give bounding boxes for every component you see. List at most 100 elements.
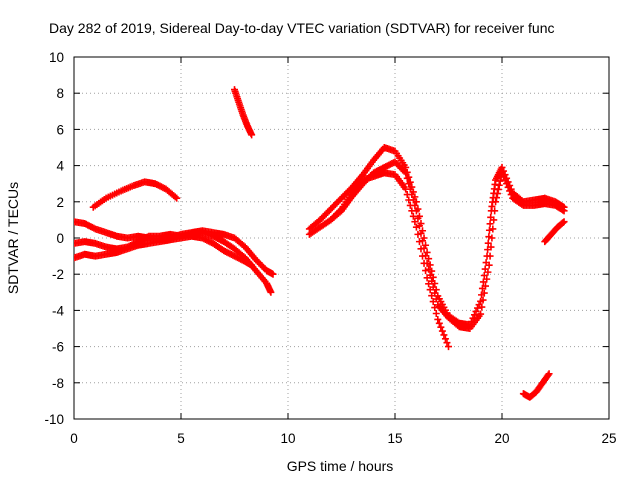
data-point-interp [428, 292, 436, 300]
data-point-interp [405, 180, 413, 188]
data-point-interp [506, 187, 514, 195]
y-tick-label: 0 [56, 231, 64, 246]
data-point [173, 194, 181, 202]
data-point [492, 198, 500, 206]
data-point-interp [422, 267, 430, 275]
data-points [74, 86, 568, 401]
data-point-interp [485, 226, 493, 234]
x-tick-label: 10 [280, 431, 295, 446]
data-point-interp [486, 220, 494, 228]
series-track-9 [519, 370, 553, 401]
data-point-interp [406, 201, 414, 209]
data-point [423, 274, 431, 282]
data-point-interp [479, 296, 487, 304]
data-point-interp [489, 225, 497, 233]
data-point-interp [504, 183, 512, 191]
data-point-interp [500, 172, 508, 180]
data-point-interp [503, 180, 511, 188]
data-point-interp [472, 307, 480, 315]
data-point-interp [441, 335, 449, 343]
data-point-interp [483, 275, 491, 283]
data-point-interp [507, 191, 515, 199]
data-point-interp [171, 193, 179, 201]
y-tick-label: -4 [52, 303, 64, 318]
data-point-interp [501, 176, 509, 184]
x-axis-label: GPS time / hours [287, 458, 394, 474]
data-point-interp [437, 323, 445, 331]
data-point-interp [443, 339, 451, 347]
data-point-interp [408, 207, 416, 215]
data-point-interp [431, 304, 439, 312]
x-tick-label: 15 [387, 431, 402, 446]
data-point [560, 218, 568, 226]
y-tick-label: 6 [56, 122, 64, 137]
data-point-interp [419, 252, 427, 260]
series-track-7 [305, 158, 568, 332]
y-tick-labels: -10 -8 -6 -4 -2 0 2 4 6 8 10 [44, 50, 64, 427]
y-tick-label: 8 [56, 86, 64, 101]
data-point-interp [493, 190, 501, 198]
data-point [560, 207, 568, 215]
y-tick-label: 2 [56, 195, 64, 210]
data-point-interp [480, 271, 488, 279]
data-point [477, 310, 485, 318]
data-point-interp [429, 298, 437, 306]
data-point-interp [405, 173, 413, 181]
series-track-1 [89, 178, 181, 211]
data-point-interp [490, 216, 498, 224]
data-point-interp [403, 174, 411, 182]
data-point-interp [494, 185, 502, 193]
data-point [445, 343, 452, 351]
data-point [248, 131, 256, 139]
data-point [267, 288, 275, 296]
data-point-interp [435, 319, 443, 327]
data-point-interp [440, 331, 448, 339]
data-point-interp [544, 371, 552, 379]
x-tick-label: 5 [177, 431, 185, 446]
data-point [423, 248, 431, 256]
data-point-interp [487, 243, 495, 251]
y-tick-label: -2 [52, 267, 64, 282]
data-point-interp [426, 286, 434, 294]
data-point-interp [488, 234, 496, 242]
series-track-10 [541, 218, 568, 246]
data-point-interp [417, 245, 425, 253]
y-tick-label: -8 [52, 376, 64, 391]
data-point-interp [480, 289, 488, 297]
data-point-interp [432, 310, 440, 318]
data-point-interp [481, 282, 489, 290]
axis-tick-marks [73, 56, 610, 420]
data-point-interp [409, 212, 417, 220]
data-point-interp [495, 181, 503, 189]
y-tick-label: 4 [56, 159, 64, 174]
plot-area [74, 86, 568, 401]
series-track-8 [327, 169, 452, 351]
data-point [412, 223, 420, 231]
data-point [498, 169, 506, 177]
y-tick-label: 10 [49, 50, 64, 65]
data-point [485, 261, 493, 269]
x-tick-label: 0 [70, 431, 78, 446]
data-point-interp [492, 194, 500, 202]
x-tick-label: 20 [494, 431, 509, 446]
y-tick-label: -10 [44, 412, 64, 427]
data-point [402, 185, 410, 193]
data-point-interp [496, 177, 504, 185]
data-point-interp [484, 239, 492, 247]
data-point-interp [486, 252, 494, 260]
x-tick-labels: 0 5 10 15 20 25 [70, 431, 616, 446]
data-point [402, 169, 410, 177]
data-point-interp [491, 207, 499, 215]
y-tick-label: -6 [52, 340, 64, 355]
data-point-interp [484, 268, 492, 276]
data-point-interp [478, 303, 486, 311]
data-point-interp [411, 218, 419, 226]
x-tick-label: 25 [601, 431, 616, 446]
data-point-interp [405, 196, 413, 204]
data-point-interp [403, 191, 411, 199]
data-point-interp [420, 259, 428, 267]
series-track-5 [231, 86, 256, 139]
data-point-interp [415, 238, 423, 246]
data-point [248, 261, 256, 269]
